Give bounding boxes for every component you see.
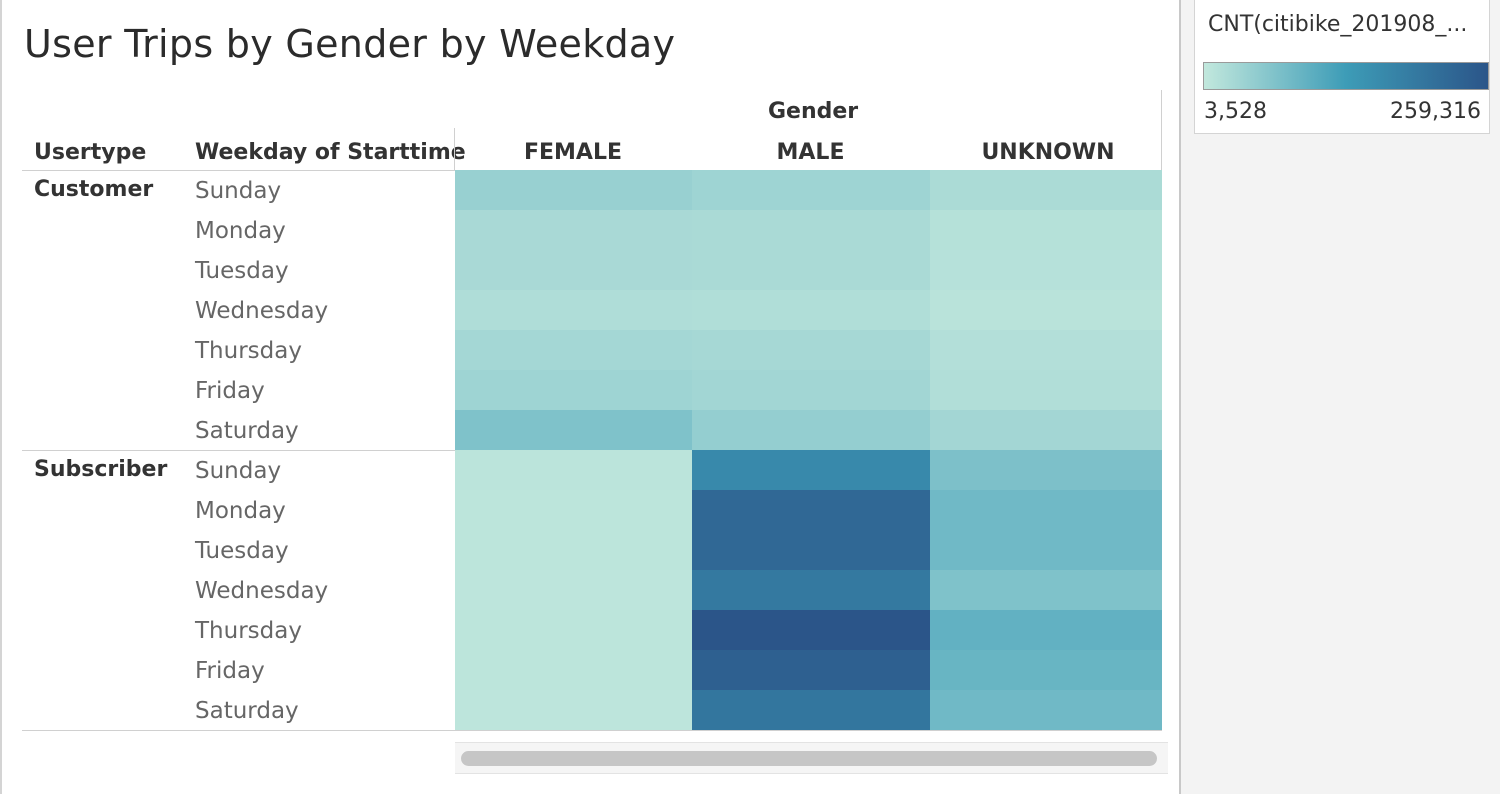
legend-min-label: 3,528 xyxy=(1204,99,1267,124)
row-label[interactable]: Wednesday xyxy=(195,578,329,604)
heatmap-cell[interactable] xyxy=(930,210,1162,250)
row-label[interactable]: Saturday xyxy=(195,418,299,444)
heatmap-cell[interactable] xyxy=(930,290,1162,330)
table-bottom-border xyxy=(22,730,1162,731)
scrollbar-thumb[interactable] xyxy=(461,751,1157,766)
row-label[interactable]: Friday xyxy=(195,378,265,404)
heatmap-cell[interactable] xyxy=(455,690,692,730)
side-panel: CNT(citibike_201908_... 3,528 259,316 xyxy=(1179,0,1500,794)
heatmap-cell[interactable] xyxy=(930,370,1162,410)
heatmap-cell[interactable] xyxy=(930,690,1162,730)
legend-max-label: 259,316 xyxy=(1390,99,1481,124)
heatmap-cell[interactable] xyxy=(692,250,930,290)
heatmap-cell[interactable] xyxy=(692,410,930,450)
heatmap-cell[interactable] xyxy=(455,610,692,650)
heatmap-cell[interactable] xyxy=(455,370,692,410)
row-label[interactable]: Tuesday xyxy=(195,538,289,564)
header-right-border xyxy=(1161,90,1162,170)
row-label[interactable]: Saturday xyxy=(195,698,299,724)
heatmap-cell[interactable] xyxy=(930,530,1162,570)
usertype-header[interactable]: Usertype xyxy=(34,140,147,165)
horizontal-scrollbar[interactable] xyxy=(455,742,1168,774)
heatmap-cell[interactable] xyxy=(930,450,1162,490)
heatmap-cell[interactable] xyxy=(455,170,692,210)
row-label[interactable]: Thursday xyxy=(195,338,302,364)
heatmap-cell[interactable] xyxy=(692,490,930,530)
heatmap-cell[interactable] xyxy=(692,290,930,330)
column-header-male[interactable]: MALE xyxy=(776,140,845,165)
row-label[interactable]: Sunday xyxy=(195,178,282,204)
heatmap-cell[interactable] xyxy=(692,610,930,650)
row-label[interactable]: Friday xyxy=(195,658,265,684)
color-legend[interactable]: CNT(citibike_201908_... 3,528 259,316 xyxy=(1194,0,1490,134)
heatmap-cell[interactable] xyxy=(455,410,692,450)
heatmap-cell[interactable] xyxy=(455,250,692,290)
heatmap-cell[interactable] xyxy=(692,530,930,570)
group-label-subscriber[interactable]: Subscriber xyxy=(34,457,168,482)
row-label[interactable]: Wednesday xyxy=(195,298,329,324)
legend-title: CNT(citibike_201908_... xyxy=(1208,12,1468,37)
row-label[interactable]: Thursday xyxy=(195,618,302,644)
heatmap-cell[interactable] xyxy=(692,450,930,490)
heatmap-cell[interactable] xyxy=(930,410,1162,450)
legend-color-ramp xyxy=(1203,62,1489,90)
column-header-unknown[interactable]: UNKNOWN xyxy=(981,140,1115,165)
group-label-customer[interactable]: Customer xyxy=(34,177,154,202)
gender-header[interactable]: Gender xyxy=(768,99,859,124)
heatmap-cell[interactable] xyxy=(930,610,1162,650)
heatmap-cell[interactable] xyxy=(930,650,1162,690)
heatmap-cell[interactable] xyxy=(930,250,1162,290)
heatmap-cell[interactable] xyxy=(692,170,930,210)
heatmap-cell[interactable] xyxy=(692,690,930,730)
heatmap-cell[interactable] xyxy=(455,490,692,530)
worksheet: User Trips by Gender by Weekday Gender U… xyxy=(0,0,1168,794)
column-header-female[interactable]: FEMALE xyxy=(523,140,623,165)
heatmap-cell[interactable] xyxy=(455,450,692,490)
heatmap-cell[interactable] xyxy=(455,330,692,370)
heatmap-cell[interactable] xyxy=(930,330,1162,370)
heatmap-grid xyxy=(455,170,1162,730)
heatmap-cell[interactable] xyxy=(692,330,930,370)
weekday-header[interactable]: Weekday of Starttime xyxy=(195,140,466,165)
heatmap-cell[interactable] xyxy=(692,570,930,610)
heatmap-cell[interactable] xyxy=(930,570,1162,610)
heatmap-cell[interactable] xyxy=(692,210,930,250)
heatmap-cell[interactable] xyxy=(930,170,1162,210)
heatmap-cell[interactable] xyxy=(455,530,692,570)
heatmap-cell[interactable] xyxy=(455,570,692,610)
heatmap-cell[interactable] xyxy=(692,650,930,690)
row-label[interactable]: Sunday xyxy=(195,458,282,484)
heatmap-cell[interactable] xyxy=(692,370,930,410)
row-label[interactable]: Tuesday xyxy=(195,258,289,284)
page-title: User Trips by Gender by Weekday xyxy=(24,22,676,66)
heatmap-cell[interactable] xyxy=(455,210,692,250)
heatmap-cell[interactable] xyxy=(455,290,692,330)
row-label[interactable]: Monday xyxy=(195,498,286,524)
header-divider xyxy=(454,128,455,170)
heatmap-cell[interactable] xyxy=(455,650,692,690)
row-label[interactable]: Monday xyxy=(195,218,286,244)
heatmap-cell[interactable] xyxy=(930,490,1162,530)
